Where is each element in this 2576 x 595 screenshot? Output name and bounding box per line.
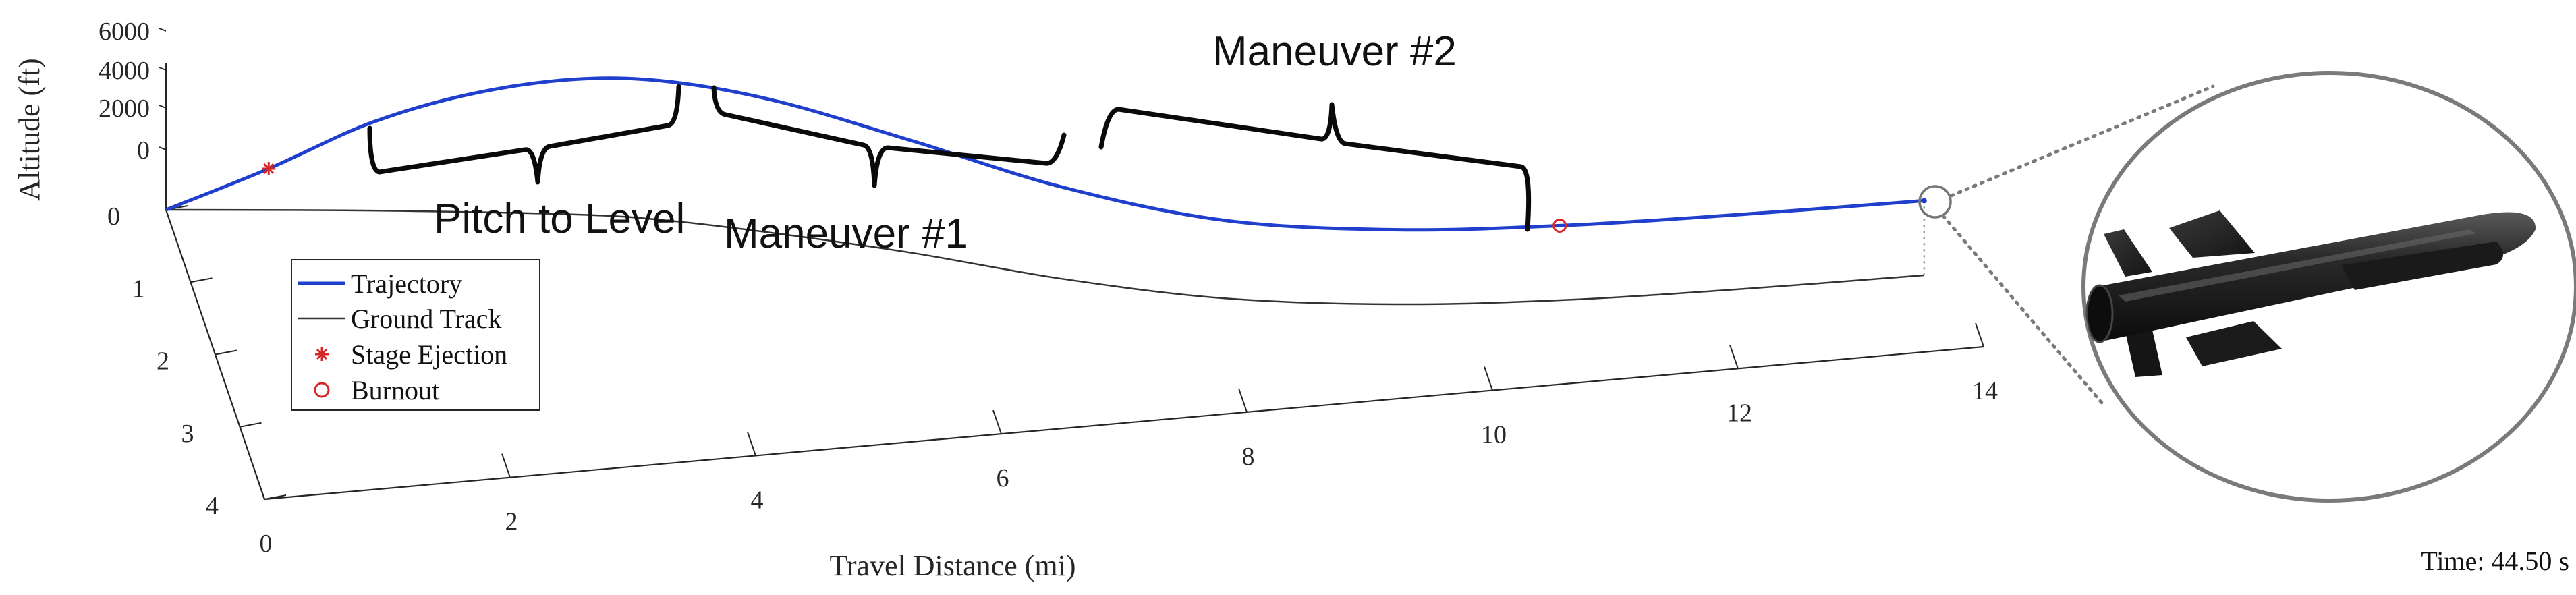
- missile-belly-fairing: [2341, 242, 2503, 290]
- z-tick-0: [159, 146, 167, 150]
- zoom-link-top: [1949, 84, 2215, 198]
- series-line-ground-track: [165, 208, 1924, 306]
- z-tick-2: [159, 67, 167, 71]
- y-tick-3: [240, 422, 262, 428]
- missile-body: [2096, 212, 2536, 341]
- zoom-source-circle: [1918, 185, 1952, 219]
- x-tick-label-1: 2: [505, 508, 518, 536]
- x-tick-label-0: 0: [260, 530, 273, 558]
- y-tick-label-4: 4: [206, 492, 219, 520]
- inset-missile: [2085, 210, 2536, 377]
- x-tick-4: [1238, 388, 1248, 413]
- vehicle-position-marker: [1921, 198, 1927, 204]
- legend-label-stage-ejection: Stage Ejection: [351, 339, 507, 370]
- x-axis-line: [264, 345, 1984, 501]
- y-tick-label-0: 0: [107, 202, 120, 231]
- zoom-callout: [1918, 71, 2576, 503]
- brace-maneuver-2: [1098, 102, 1532, 232]
- z-tick-label-0: 0: [137, 136, 150, 165]
- z-tick-1: [159, 105, 167, 109]
- x-tick-label-5: 10: [1481, 421, 1507, 449]
- legend-label-trajectory: Trajectory: [351, 268, 462, 299]
- x-axis-title: Travel Distance (mi): [830, 549, 1076, 582]
- z-tick-3: [159, 28, 167, 32]
- time-readout: Time: 44.50 s: [2421, 546, 2569, 576]
- zoom-link-bottom: [1941, 214, 2104, 405]
- legend: Trajectory Ground Track Stage Ejection B…: [291, 259, 540, 411]
- x-tick-label-4: 8: [1242, 443, 1255, 471]
- z-ticks: 0 2000 4000 6000: [99, 18, 167, 165]
- missile-nozzle: [2085, 284, 2114, 343]
- x-tick-label-7: 14: [1972, 377, 1998, 405]
- event-marker-stage-ejection: [262, 162, 276, 176]
- annotation-maneuver-1: Maneuver #1: [724, 210, 968, 257]
- x-tick-6: [1729, 344, 1739, 369]
- x-ticks: 0 2 4 6 8 10 12 14: [256, 322, 1998, 558]
- y-tick-1: [190, 277, 213, 283]
- x-tick-label-6: 12: [1727, 399, 1752, 427]
- annotation-pitch-to-level: Pitch to Level: [434, 196, 685, 242]
- series-line-trajectory: [165, 76, 1924, 232]
- legend-label-burnout: Burnout: [351, 375, 439, 405]
- z-tick-label-3: 6000: [99, 18, 150, 46]
- brace-pitch-to-level-1: [367, 84, 681, 185]
- x-tick-2: [747, 432, 756, 456]
- x-tick-label-2: 4: [751, 486, 764, 514]
- events-layer: [262, 162, 1567, 233]
- y-ticks: 0 1 2 3 4: [107, 202, 287, 520]
- x-tick-1: [501, 453, 511, 478]
- z-axis-title: Altitude (ft): [13, 58, 46, 200]
- missile-fin-top-left: [2104, 229, 2152, 277]
- brace-maneuver-1: [711, 85, 1067, 188]
- missile-fin-bottom-left: [2125, 330, 2162, 377]
- annotation-maneuver-2: Maneuver #2: [1212, 28, 1457, 75]
- event-marker-burnout: [1552, 218, 1567, 233]
- y-tick-2: [215, 349, 237, 356]
- y-tick-label-2: 2: [157, 347, 169, 376]
- missile-highlight: [2119, 229, 2476, 302]
- y-tick-label-3: 3: [181, 420, 194, 448]
- legend-marker-stage-ejection: [315, 347, 329, 361]
- y-tick-4: [264, 494, 287, 500]
- z-tick-label-2: 4000: [99, 57, 150, 85]
- x-tick-3: [992, 409, 1002, 434]
- legend-label-ground-track: Ground Track: [351, 304, 501, 334]
- x-tick-0: [256, 475, 265, 500]
- x-tick-5: [1484, 366, 1493, 391]
- x-tick-label-3: 6: [997, 464, 1009, 492]
- y-tick-label-1: 1: [132, 275, 145, 303]
- legend-marker-burnout: [314, 382, 330, 398]
- brace-group: [367, 84, 1532, 232]
- x-tick-7: [1975, 322, 1984, 347]
- missile-fin-bottom-right: [2186, 321, 2282, 366]
- z-tick-label-1: 2000: [99, 94, 150, 123]
- missile-fin-top-right: [2169, 210, 2255, 258]
